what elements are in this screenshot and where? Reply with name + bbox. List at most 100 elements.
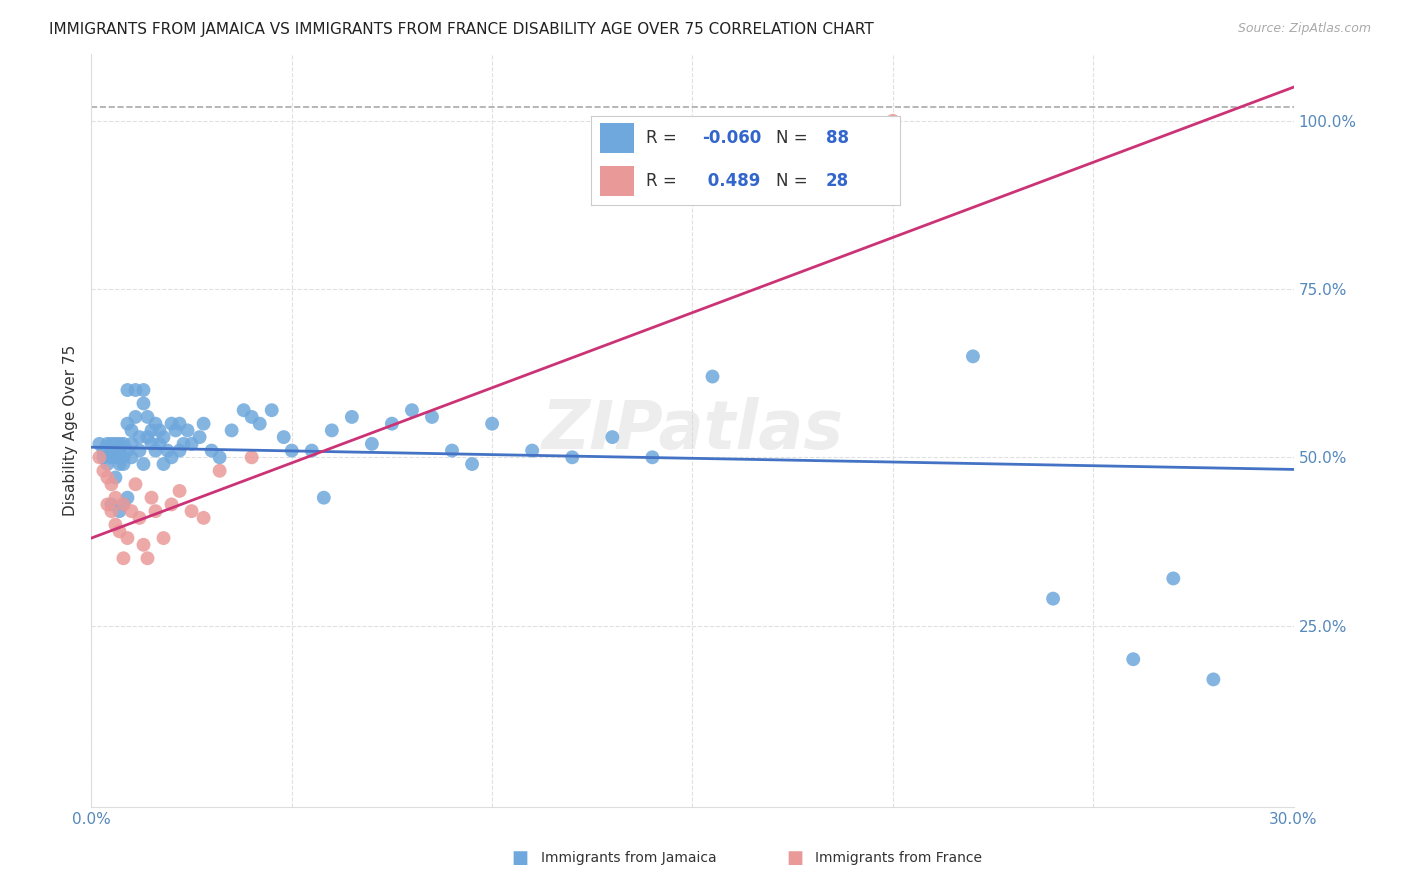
Point [173, 437, 195, 451]
Point [681, 181, 703, 195]
Text: N =: N = [776, 129, 807, 147]
Point [208, 450, 231, 465]
Point [145, 443, 167, 458]
Point [93, 450, 115, 465]
Point [132, 457, 155, 471]
Point [208, 464, 231, 478]
Point [1202, 673, 1225, 687]
Point [340, 409, 363, 424]
Point [104, 517, 127, 532]
Point [117, 417, 139, 431]
Point [93, 464, 115, 478]
Point [128, 430, 150, 444]
Point [1042, 591, 1064, 606]
Point [100, 497, 122, 511]
Y-axis label: Disability Age Over 75: Disability Age Over 75 [63, 345, 79, 516]
Point [112, 497, 135, 511]
Point [117, 491, 139, 505]
Point [156, 443, 179, 458]
Point [136, 409, 159, 424]
Point [100, 450, 122, 465]
Point [117, 443, 139, 458]
Point [260, 403, 283, 417]
Text: R =: R = [647, 129, 676, 147]
Point [89, 437, 111, 451]
Point [401, 403, 423, 417]
Text: 0.489: 0.489 [702, 172, 761, 190]
Point [176, 424, 198, 438]
Text: Source: ZipAtlas.com: Source: ZipAtlas.com [1237, 22, 1371, 36]
Point [104, 470, 127, 484]
Point [165, 424, 187, 438]
Text: N =: N = [776, 172, 807, 190]
Point [602, 430, 624, 444]
Point [281, 443, 304, 458]
Point [132, 383, 155, 397]
Point [169, 483, 191, 498]
Point [180, 437, 202, 451]
Point [152, 531, 174, 545]
Point [108, 524, 131, 539]
Point [152, 457, 174, 471]
Point [1122, 652, 1144, 666]
Bar [600, 166, 634, 196]
Point [128, 511, 150, 525]
Point [440, 443, 463, 458]
Point [240, 409, 263, 424]
Point [145, 504, 167, 518]
Point [112, 497, 135, 511]
Point [169, 417, 191, 431]
Point [201, 443, 224, 458]
Point [232, 403, 254, 417]
Point [136, 551, 159, 566]
Point [193, 511, 215, 525]
Point [104, 437, 127, 451]
Point [128, 443, 150, 458]
Point [148, 424, 170, 438]
Point [136, 430, 159, 444]
Point [141, 437, 163, 451]
Text: Immigrants from France: Immigrants from France [815, 851, 983, 865]
Point [112, 551, 135, 566]
Point [108, 457, 131, 471]
Point [124, 383, 146, 397]
Point [148, 437, 170, 451]
Point [461, 457, 484, 471]
Point [145, 417, 167, 431]
Point [132, 396, 155, 410]
Point [100, 437, 122, 451]
Point [100, 477, 122, 491]
Point [112, 437, 135, 451]
Point [112, 450, 135, 465]
Point [96, 457, 118, 471]
Point [93, 443, 115, 458]
Point [312, 491, 335, 505]
Point [124, 409, 146, 424]
Point [100, 450, 122, 465]
Point [160, 450, 183, 465]
Point [141, 491, 163, 505]
Point [104, 443, 127, 458]
Text: 88: 88 [825, 129, 849, 147]
Point [124, 477, 146, 491]
Point [117, 383, 139, 397]
Point [121, 504, 143, 518]
Point [641, 450, 664, 465]
Point [108, 504, 131, 518]
Text: ZIPatlas: ZIPatlas [541, 398, 844, 463]
Point [100, 504, 122, 518]
Point [221, 424, 243, 438]
Point [180, 504, 202, 518]
Point [96, 497, 118, 511]
Point [152, 430, 174, 444]
Point [96, 437, 118, 451]
Point [104, 491, 127, 505]
Bar [600, 123, 634, 153]
Text: Immigrants from Jamaica: Immigrants from Jamaica [541, 851, 717, 865]
Point [420, 409, 443, 424]
Point [249, 417, 271, 431]
Point [121, 424, 143, 438]
Point [104, 450, 127, 465]
Point [381, 417, 404, 431]
Point [561, 450, 583, 465]
